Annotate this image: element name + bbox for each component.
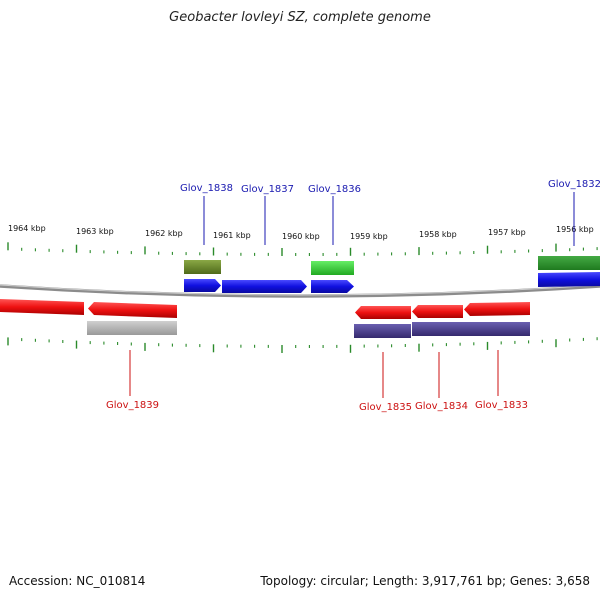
gene-arrow-glov-1834[interactable]	[412, 305, 463, 318]
bottom-ruler-ticks	[7, 337, 598, 353]
gene-arrow-glov-1839[interactable]	[88, 302, 177, 318]
kbp-label-1964: 1964 kbp	[8, 224, 46, 233]
gene-labels: Glov_1838 Glov_1837 Glov_1836 Glov_1832 …	[106, 179, 600, 413]
accession-label: Accession: NC_010814	[9, 574, 146, 588]
feature-track-lower	[87, 321, 530, 338]
kbp-label-1960: 1960 kbp	[282, 232, 320, 241]
genome-backbone-highlight	[0, 284, 600, 296]
gene-arrow-glov-1836[interactable]	[311, 280, 354, 293]
gene-label-glov-1835[interactable]: Glov_1835	[359, 402, 412, 413]
feature-dark-green[interactable]	[538, 256, 600, 270]
gene-arrow-left-edge[interactable]	[0, 299, 84, 315]
top-ruler-ticks	[7, 242, 598, 256]
kbp-label-1957: 1957 kbp	[488, 228, 526, 237]
feature-gray[interactable]	[87, 321, 177, 335]
kbp-label-1961: 1961 kbp	[213, 231, 251, 240]
ruler-labels: 1964 kbp 1963 kbp 1962 kbp 1961 kbp 1960…	[8, 224, 594, 241]
feature-navy-2[interactable]	[412, 322, 530, 336]
feature-olive[interactable]	[184, 260, 221, 274]
map-title: Geobacter lovleyi SZ, complete genome	[169, 10, 431, 25]
gene-label-glov-1836[interactable]: Glov_1836	[308, 184, 361, 195]
kbp-label-1956: 1956 kbp	[556, 225, 594, 234]
gene-arrow-glov-1833[interactable]	[464, 302, 530, 316]
kbp-label-1959: 1959 kbp	[350, 232, 388, 241]
gene-label-glov-1838[interactable]: Glov_1838	[180, 183, 233, 194]
genome-backbone	[0, 284, 600, 298]
gene-label-glov-1839[interactable]: Glov_1839	[106, 400, 159, 411]
kbp-label-1963: 1963 kbp	[76, 227, 114, 236]
gene-label-glov-1832[interactable]: Glov_1832	[548, 179, 600, 190]
gene-label-glov-1833[interactable]: Glov_1833	[475, 400, 528, 411]
gene-arrow-glov-1835[interactable]	[355, 306, 411, 319]
kbp-label-1962: 1962 kbp	[145, 229, 183, 238]
gene-label-glov-1837[interactable]: Glov_1837	[241, 184, 294, 195]
feature-green[interactable]	[311, 261, 354, 275]
gene-arrow-glov-1832[interactable]	[538, 272, 600, 287]
gene-label-glov-1834[interactable]: Glov_1834	[415, 401, 468, 412]
feature-track-upper	[184, 256, 600, 275]
topology-label: Topology: circular; Length: 3,917,761 bp…	[260, 574, 590, 588]
feature-navy-1[interactable]	[354, 324, 411, 338]
forward-cds-track	[184, 272, 600, 293]
kbp-label-1958: 1958 kbp	[419, 230, 457, 239]
gene-arrow-glov-1838[interactable]	[184, 279, 221, 292]
reverse-cds-track	[0, 299, 530, 319]
label-leaders	[129, 192, 575, 398]
gene-arrow-glov-1837[interactable]	[222, 280, 307, 293]
